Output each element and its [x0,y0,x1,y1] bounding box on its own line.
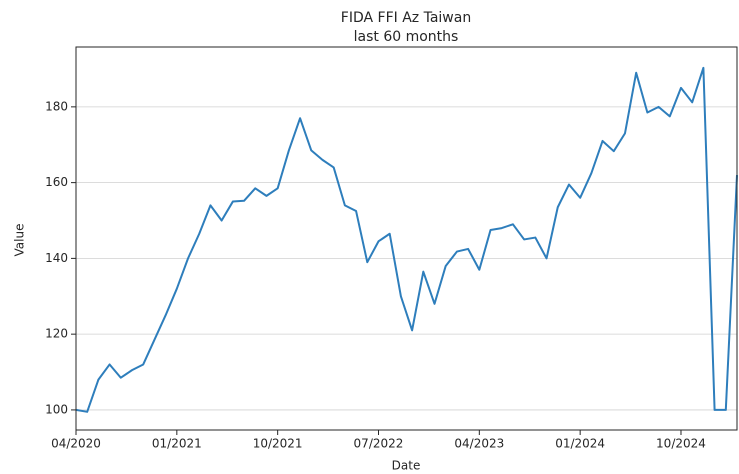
x-tick-label: 04/2023 [454,437,504,451]
x-tick-label: 07/2022 [354,437,404,451]
x-tick-label: 01/2024 [555,437,605,451]
x-tick-label: 04/2020 [51,437,101,451]
chart-subtitle: last 60 months [354,29,459,45]
x-tick-label: 10/2024 [656,437,706,451]
data-line [75,66,738,413]
x-tick-label: 01/2021 [152,437,202,451]
x-axis-label: Date [392,459,421,473]
y-tick-label: 160 [45,175,68,189]
y-axis-label: Value [13,224,27,257]
y-tick-label: 180 [45,99,68,113]
chart-title: FIDA FFI Az Taiwan [341,10,471,26]
y-tick-label: 100 [45,402,68,416]
y-tick-label: 120 [45,327,68,341]
plot-frame [75,46,738,431]
x-tick-label: 10/2021 [253,437,303,451]
y-tick-label: 140 [45,251,68,265]
